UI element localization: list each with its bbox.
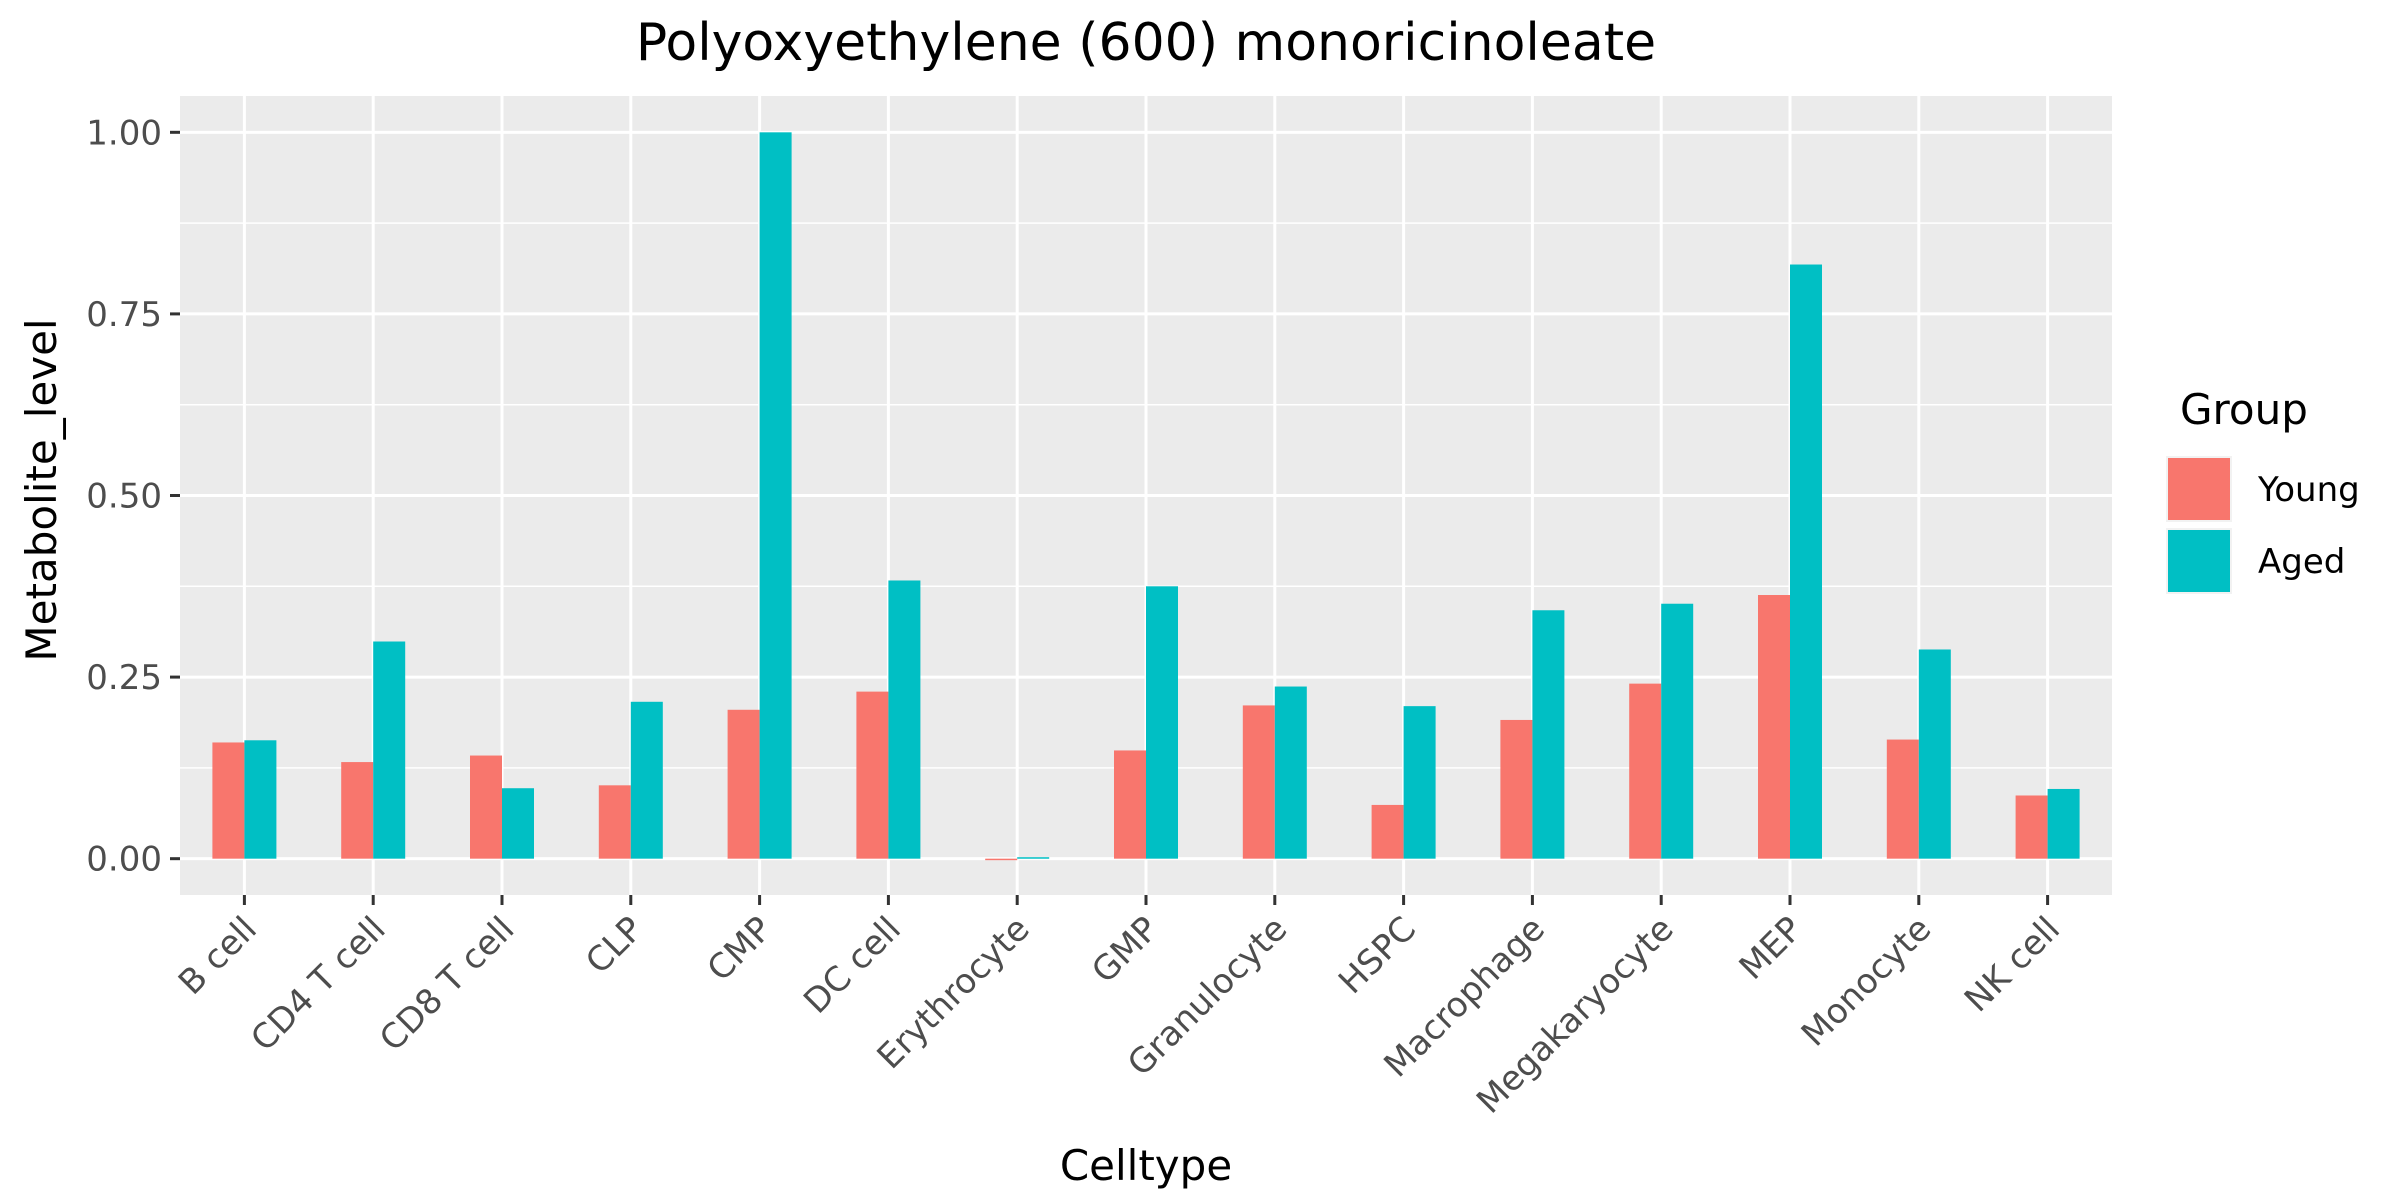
x-tick-label: CD4 T cell: [243, 909, 393, 1059]
bar-aged-nk-cell: [2047, 788, 2080, 859]
bar-aged-cd8-t-cell: [502, 788, 534, 859]
x-tick-label: HSPC: [1331, 909, 1424, 1002]
x-tick-label: CMP: [700, 909, 780, 989]
bar-aged-monocyte: [1918, 649, 1951, 859]
bar-young-cd8-t-cell: [470, 755, 502, 859]
y-tick-label: 0.50: [86, 477, 162, 517]
y-tick-label: 0.75: [86, 295, 162, 335]
legend-label-aged: Aged: [2258, 542, 2345, 582]
bar-young-b-cell: [212, 742, 245, 859]
x-axis-title: Celltype: [1060, 1141, 1232, 1190]
bar-aged-megakaryocyte: [1661, 603, 1694, 859]
x-tick-label: DC cell: [796, 909, 909, 1022]
x-tick-label: GMP: [1084, 909, 1166, 991]
bar-young-macrophage: [1500, 719, 1533, 859]
y-axis-title: Metabolite_level: [17, 318, 66, 661]
bar-aged-gmp: [1146, 586, 1178, 859]
bar-aged-cd4-t-cell: [373, 641, 406, 859]
bar-young-cmp: [727, 709, 760, 859]
bar-young-hspc: [1371, 804, 1404, 859]
bar-aged-b-cell: [244, 740, 277, 859]
chart-title: Polyoxyethylene (600) monoricinoleate: [636, 13, 1656, 73]
bar-young-gmp: [1114, 750, 1146, 859]
bar-young-erythrocyte: [985, 858, 1018, 861]
y-tick-label: 0.00: [86, 840, 162, 880]
plot-panel: [180, 96, 2112, 895]
bar-young-monocyte: [1886, 739, 1919, 859]
legend: Group Young Aged: [2166, 385, 2360, 594]
bar-aged-erythrocyte: [1017, 857, 1050, 859]
y-axis-ticks: 0.00 0.25 0.50 0.75 1.00: [86, 113, 180, 880]
bar-aged-granulocyte: [1274, 686, 1307, 859]
y-tick-label: 0.25: [86, 658, 162, 698]
x-tick-label: Monocyte: [1794, 909, 1939, 1054]
y-tick-label: 1.00: [86, 113, 162, 153]
bar-young-megakaryocyte: [1629, 683, 1662, 859]
bar-aged-clp: [630, 701, 663, 859]
x-tick-label: CLP: [578, 909, 651, 982]
legend-title: Group: [2180, 385, 2308, 434]
bar-young-granulocyte: [1242, 705, 1275, 859]
bar-young-nk-cell: [2015, 795, 2048, 859]
bar-young-clp: [598, 785, 631, 859]
legend-swatch-aged: [2168, 530, 2230, 592]
legend-swatch-young: [2168, 458, 2230, 520]
bar-aged-mep: [1790, 264, 1822, 859]
x-tick-label: B cell: [171, 909, 265, 1003]
legend-label-young: Young: [2257, 470, 2360, 510]
bar-young-cd4-t-cell: [341, 762, 374, 859]
bar-young-mep: [1758, 595, 1790, 859]
bar-aged-cmp: [759, 132, 792, 859]
x-tick-label: MEP: [1732, 909, 1811, 988]
bar-aged-hspc: [1403, 706, 1436, 859]
x-tick-label: NK cell: [1957, 909, 2068, 1020]
bar-young-dc-cell: [856, 691, 889, 859]
x-tick-label: CD8 T cell: [372, 909, 522, 1059]
bar-aged-macrophage: [1532, 610, 1565, 859]
bar-aged-dc-cell: [888, 580, 921, 859]
